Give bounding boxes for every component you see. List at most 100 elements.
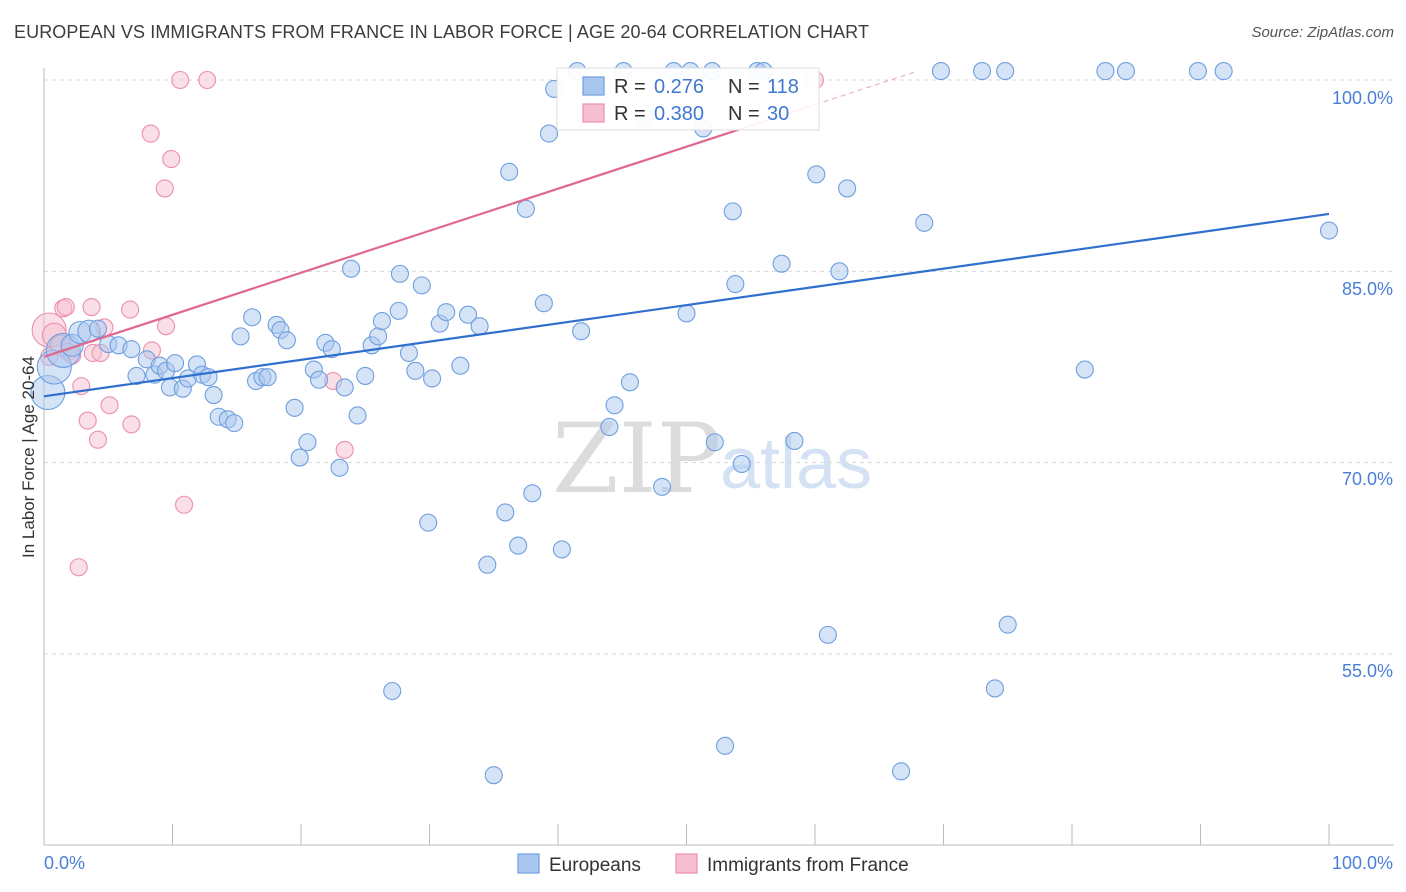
europeans-point xyxy=(552,540,571,559)
chart-title: EUROPEAN VS IMMIGRANTS FROM FRANCE IN LA… xyxy=(14,22,870,42)
europeans-point xyxy=(243,308,262,327)
europeans-point xyxy=(484,766,503,785)
europeans-point xyxy=(419,513,438,532)
europeans-point xyxy=(1116,62,1136,81)
y-tick-label-55: 55.0% xyxy=(1342,661,1393,681)
europeans-point xyxy=(1188,62,1207,81)
stats-r-value-europeans: 0.276 xyxy=(654,76,704,98)
europeans-point xyxy=(818,625,837,644)
europeans-point xyxy=(705,433,724,452)
europeans-point xyxy=(726,275,745,294)
europeans-point xyxy=(451,356,470,375)
europeans-point xyxy=(330,458,349,477)
europeans-point xyxy=(470,317,489,336)
axes xyxy=(43,68,1394,846)
europeans-point xyxy=(715,736,735,755)
europeans-point xyxy=(677,304,696,323)
france-point xyxy=(122,415,141,434)
y-axis-title: In Labor Force | Age 20-64 xyxy=(19,356,38,558)
europeans-point xyxy=(807,165,826,184)
france-point xyxy=(175,495,194,514)
europeans-point xyxy=(258,368,277,387)
europeans-point xyxy=(458,305,478,324)
europeans-point xyxy=(437,303,456,322)
stats-n-label-europeans: N = xyxy=(728,76,760,98)
europeans-point xyxy=(772,254,791,273)
france-point xyxy=(335,440,354,459)
france-point xyxy=(56,297,75,317)
stats-r-label-europeans: R = xyxy=(614,76,646,98)
legend-swatch-france xyxy=(675,853,698,874)
stats-swatch-france xyxy=(582,103,605,123)
europeans-point xyxy=(231,327,250,346)
europeans-point xyxy=(653,477,672,496)
france-point xyxy=(100,396,119,415)
europeans-point xyxy=(915,213,934,232)
europeans-point xyxy=(830,262,849,281)
europeans-point xyxy=(785,431,804,451)
europeans-point xyxy=(500,162,519,181)
europeans-point xyxy=(534,294,553,313)
stats-swatch-europeans xyxy=(582,76,605,96)
france-point xyxy=(162,150,181,169)
europeans-point xyxy=(204,386,223,405)
europeans-point xyxy=(572,322,591,341)
france-trend-line-extension xyxy=(814,70,918,106)
europeans-point xyxy=(372,312,392,331)
europeans-series-points xyxy=(30,62,1339,785)
x-tick-label-100: 100.0% xyxy=(1332,853,1393,873)
legend: Europeans Immigrants from France xyxy=(517,853,909,876)
europeans-point xyxy=(998,615,1017,634)
x-axis-ticks xyxy=(172,824,1330,845)
europeans-point xyxy=(348,406,367,425)
stats-n-value-france: 30 xyxy=(767,103,789,125)
stats-r-label-france: R = xyxy=(614,103,646,125)
france-point xyxy=(171,70,190,90)
europeans-point xyxy=(600,417,619,437)
europeans-point xyxy=(277,331,296,350)
europeans-point xyxy=(1319,221,1339,240)
legend-swatch-europeans xyxy=(517,853,540,874)
europeans-point xyxy=(369,327,388,346)
source-label: Source: ZipAtlas.com xyxy=(1251,24,1394,41)
europeans-point xyxy=(496,503,515,522)
europeans-point xyxy=(478,555,497,574)
europeans-point xyxy=(423,369,442,388)
europeans-point xyxy=(723,202,742,221)
france-point xyxy=(198,70,217,90)
europeans-point xyxy=(383,681,402,701)
europeans-trend-line xyxy=(43,212,1330,398)
europeans-point xyxy=(1075,360,1094,379)
europeans-point xyxy=(523,484,542,503)
y-tick-label-70: 70.0% xyxy=(1342,469,1393,489)
france-point xyxy=(88,430,108,449)
europeans-point xyxy=(399,343,418,363)
stats-r-value-france: 0.380 xyxy=(654,103,704,125)
europeans-point xyxy=(516,199,535,218)
europeans-point xyxy=(342,259,361,278)
y-tick-label-85: 85.0% xyxy=(1342,279,1393,299)
stats-n-label-france: N = xyxy=(728,103,760,125)
europeans-point xyxy=(892,762,911,781)
europeans-point xyxy=(290,448,309,467)
europeans-point xyxy=(335,378,354,397)
europeans-point xyxy=(931,62,950,81)
europeans-point xyxy=(1214,62,1233,81)
europeans-point xyxy=(298,433,317,452)
europeans-point xyxy=(309,370,329,389)
europeans-point xyxy=(285,398,304,417)
france-trend-line xyxy=(43,103,816,358)
france-point xyxy=(157,317,176,336)
europeans-point xyxy=(127,366,146,385)
europeans-point xyxy=(1096,62,1115,81)
europeans-point xyxy=(166,354,185,373)
europeans-point xyxy=(356,366,375,385)
europeans-point xyxy=(225,414,244,433)
france-point xyxy=(82,297,101,317)
stats-box: R = 0.276 N = 118 R = 0.380 N = 30 xyxy=(556,67,820,131)
europeans-point xyxy=(509,536,528,555)
europeans-point xyxy=(322,340,341,359)
europeans-point xyxy=(122,340,141,359)
europeans-point xyxy=(539,124,559,143)
watermark-zip: ZIP xyxy=(552,403,721,515)
